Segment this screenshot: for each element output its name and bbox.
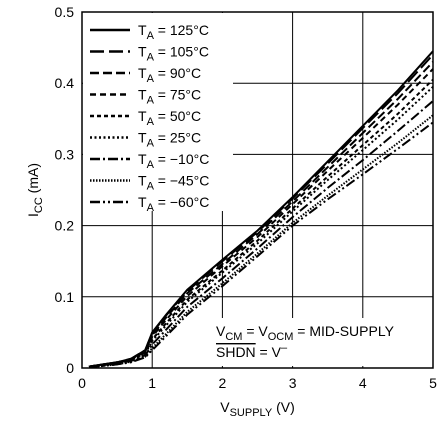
y-tick-label: 0.2 bbox=[55, 218, 75, 234]
legend-label: TA​ = 90°C bbox=[138, 65, 201, 85]
plot-frame bbox=[81, 11, 434, 369]
y-tick-label: 0 bbox=[66, 360, 74, 376]
annotation-box bbox=[212, 318, 432, 366]
x-tick-label: 2 bbox=[219, 375, 227, 391]
series-line bbox=[88, 100, 434, 369]
x-tick-label: 4 bbox=[359, 375, 367, 391]
x-tick-label: 1 bbox=[148, 375, 156, 391]
y-tick-label: 0.4 bbox=[55, 75, 75, 91]
annotation: SHDN = V–​ bbox=[216, 342, 288, 360]
legend-label: TA​ = −10°C bbox=[138, 151, 209, 171]
legend-label: TA​ = 105°C bbox=[138, 44, 209, 64]
legend-label: TA​ = −60°C bbox=[138, 194, 209, 214]
series-line bbox=[88, 54, 434, 368]
legend-box bbox=[83, 13, 233, 211]
x-tick-label: 0 bbox=[78, 375, 86, 391]
series-line bbox=[88, 121, 434, 369]
x-tick-label: 5 bbox=[429, 375, 437, 391]
legend-label: TA​ = −45°C bbox=[138, 173, 209, 193]
series-line bbox=[88, 86, 434, 368]
x-axis-label: VSUPPLY​ (V) bbox=[220, 399, 295, 419]
annotation: VCM​ = VOCM​ = MID-SUPPLY bbox=[216, 323, 395, 343]
y-axis-label: ICC​ (mA) bbox=[25, 163, 45, 217]
series-line bbox=[88, 114, 434, 369]
x-tick-label: 3 bbox=[289, 375, 297, 391]
legend-label: TA​ = 75°C bbox=[138, 87, 201, 107]
y-tick-label: 0.3 bbox=[55, 146, 75, 162]
legend-label: TA​ = 50°C bbox=[138, 108, 201, 128]
legend-label: TA​ = 25°C bbox=[138, 130, 201, 150]
series-line bbox=[88, 78, 434, 368]
y-tick-label: 0.1 bbox=[55, 289, 75, 305]
y-tick-label: 0.5 bbox=[55, 4, 75, 20]
legend-label: TA​ = 125°C bbox=[138, 22, 209, 42]
